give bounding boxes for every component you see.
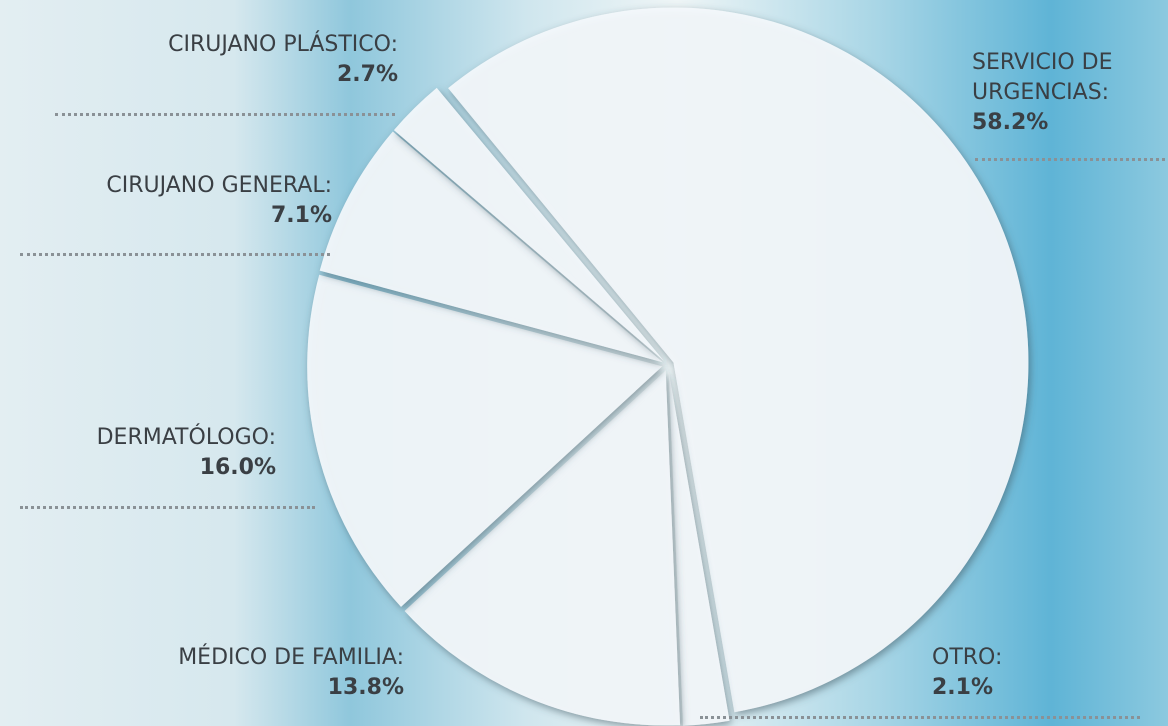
pie-slice — [319, 131, 663, 363]
category-label: CIRUJANO GENERAL: — [106, 173, 332, 198]
value-label: 2.1% — [932, 675, 994, 700]
category-label: SERVICIO DE URGENCIAS: — [972, 50, 1113, 105]
pie-slice — [307, 274, 663, 607]
category-label: CIRUJANO PLÁSTICO: — [168, 32, 398, 57]
value-label: 2.7% — [336, 62, 398, 87]
leader-line — [55, 113, 395, 116]
leader-line — [975, 158, 1165, 161]
leader-line — [20, 506, 315, 509]
pie-slice — [393, 87, 664, 361]
category-label: OTRO: — [932, 645, 1003, 670]
leader-line — [20, 253, 330, 256]
pie-slice — [668, 370, 730, 726]
category-label: DERMATÓLOGO: — [96, 425, 276, 450]
leader-line — [700, 716, 1140, 719]
slice-label: SERVICIO DE URGENCIAS: 58.2% — [972, 48, 1168, 138]
slice-label: OTRO: 2.1% — [932, 643, 1132, 703]
value-label: 7.1% — [270, 203, 332, 228]
pie-slice — [448, 7, 1029, 713]
value-label: 58.2% — [972, 110, 1049, 135]
value-label: 16.0% — [199, 455, 276, 480]
slice-label: MÉDICO DE FAMILIA: 13.8% — [60, 643, 404, 703]
slice-label: CIRUJANO GENERAL: 7.1% — [0, 171, 332, 231]
pie-slice — [404, 370, 681, 726]
category-label: MÉDICO DE FAMILIA: — [178, 645, 404, 670]
slice-label: DERMATÓLOGO: 16.0% — [0, 423, 276, 483]
value-label: 13.8% — [327, 675, 404, 700]
slice-label: CIRUJANO PLÁSTICO: 2.7% — [40, 30, 398, 90]
